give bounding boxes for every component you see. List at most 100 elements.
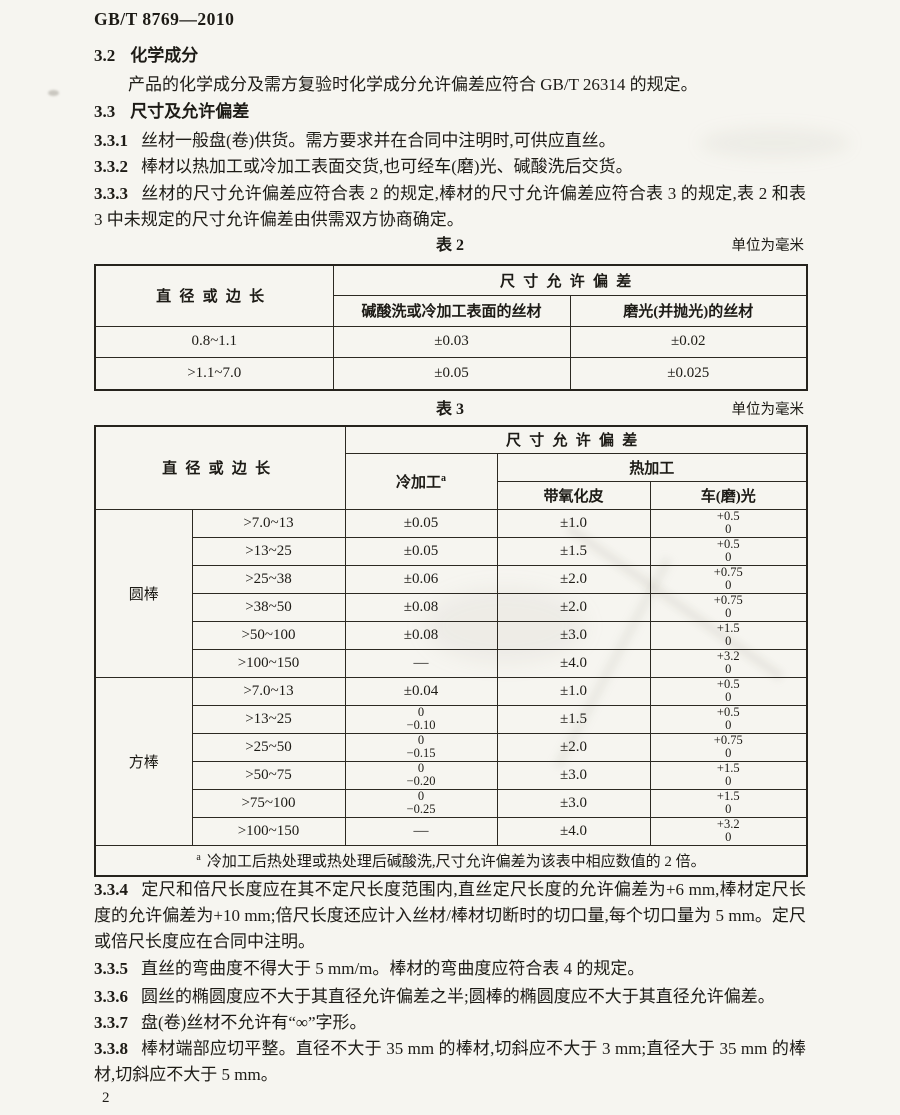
table-cell-value: ±0.02 [569, 325, 808, 358]
table-cell-turned: +0.75 0 [649, 732, 808, 762]
header-label: 冷加工 [396, 474, 442, 491]
table-cell-turned: +3.2 0 [649, 816, 808, 846]
paragraph-3-2: 产品的化学成分及需方复验时化学成分允许偏差应符合 GB/T 26314 的规定。 [128, 75, 698, 94]
table-cell-header: 磨光(并抛光)的丝材 [569, 294, 808, 327]
tolerance-upper: +0.75 [713, 593, 743, 607]
table-cell-header-oxide: 带氧化皮 [496, 480, 651, 510]
table-row: 碱酸洗或冷加工表面的丝材 磨光(并抛光)的丝材 [95, 294, 808, 327]
table-cell-group-square-bar: 方棒 [94, 676, 193, 846]
table-cell-turned: +0.5 0 [649, 676, 808, 706]
tolerance-upper: 0 [417, 761, 425, 775]
table-row: >13~25 0 −0.10 ±1.5 +0.5 0 [95, 704, 808, 734]
table-row: 直径或边长 尺寸允许偏差 [94, 425, 808, 510]
table-cell-cold: 0 −0.10 [344, 704, 498, 734]
tolerance-upper: +0.5 [716, 509, 740, 523]
footnote-text: 冷加工后热处理或热处理后碱酸洗,尺寸允许偏差为该表中相应数值的 2 倍。 [206, 853, 706, 870]
table-cell-oxide: ±1.5 [496, 704, 651, 734]
tolerance-lower: −0.25 [406, 802, 436, 816]
table-cell-header-tol: 尺寸允许偏差 [332, 264, 808, 296]
tolerance-upper: +3.2 [716, 817, 740, 831]
tolerance-lower: 0 [725, 578, 732, 592]
table-cell-header-dim: 直径或边长 [94, 264, 334, 327]
tolerance-lower: 0 [725, 662, 732, 676]
table-cell-turned: +0.5 0 [649, 508, 808, 538]
table-row: >50~100 ±0.08 ±3.0 +1.5 0 [95, 620, 808, 650]
table-cell-range: >25~50 [191, 732, 346, 762]
scan-smudge [48, 90, 59, 96]
table-cell-oxide: ±2.0 [496, 592, 651, 622]
clause-text: 丝材一般盘(卷)供货。需方要求并在合同中注明时,可供应直丝。 [141, 131, 616, 150]
section-title: 化学成分 [130, 46, 199, 65]
table-cell-turned: +1.5 0 [649, 760, 808, 790]
table-cell-range: >50~100 [191, 620, 346, 650]
tolerance-upper: 0 [417, 733, 425, 747]
tolerance-upper: +1.5 [716, 621, 740, 635]
table-cell-header-cold: 冷加工a [344, 452, 498, 510]
table-cell-turned: +0.5 0 [649, 536, 808, 566]
table-row: 带氧化皮 车(磨)光 [95, 480, 808, 510]
table-2-unit-label: 单位为毫米 [731, 238, 805, 254]
clause-number: 3.3.7 [94, 1013, 128, 1032]
table-cell-header: 碱酸洗或冷加工表面的丝材 [332, 294, 571, 327]
table-cell-range: >100~150 [191, 816, 346, 846]
clause-text: 盘(卷)丝材不允许有“∞”字形。 [141, 1013, 367, 1032]
tolerance-upper: +1.5 [716, 789, 740, 803]
clause-text: 棒材以热加工或冷加工表面交货,也可经车(磨)光、碱酸洗后交货。 [141, 157, 633, 176]
clause-text: 丝材的尺寸允许偏差应符合表 2 的规定,棒材的尺寸允许偏差应符合表 3 的规定,… [94, 184, 806, 229]
tolerance-lower: −0.10 [406, 718, 436, 732]
table-cell-oxide: ±2.0 [496, 732, 651, 762]
table-cell-range: >13~25 [191, 536, 346, 566]
tolerance-upper: +0.75 [713, 565, 743, 579]
table-cell-range: >7.0~13 [191, 508, 346, 538]
table-cell-oxide: ±4.0 [496, 816, 651, 846]
table-cell-turned: +0.75 0 [649, 592, 808, 622]
table-cell-range: 0.8~1.1 [94, 325, 334, 358]
clause-3-3-7: 3.3.7 盘(卷)丝材不允许有“∞”字形。 [94, 1010, 806, 1036]
table-cell-oxide: ±2.0 [496, 564, 651, 594]
table-cell-cold: 0 −0.20 [344, 760, 498, 790]
tolerance-lower: 0 [725, 774, 732, 788]
table-cell-range: >50~75 [191, 760, 346, 790]
page-number: 2 [102, 1090, 110, 1106]
tolerance-upper: +0.5 [716, 677, 740, 691]
section-heading-3-3: 3.3 尺寸及允许偏差 [94, 99, 806, 125]
footnote-marker: a [441, 472, 447, 484]
clause-number: 3.3.3 [94, 184, 128, 203]
table-cell-cold: ±0.08 [344, 592, 498, 622]
clause-number: 3.2 [94, 46, 116, 65]
clause-number: 3.3 [94, 102, 116, 121]
table-cell-cold: ±0.08 [344, 620, 498, 650]
table-row: 方棒 >7.0~13 ±0.04 ±1.0 +0.5 0 [94, 676, 808, 846]
table-cell-group-round-bar: 圆棒 [94, 508, 193, 678]
section-title: 尺寸及允许偏差 [130, 102, 250, 121]
clause-number: 3.3.5 [94, 959, 128, 978]
table-3-caption: 表 3 [435, 401, 464, 418]
tolerance-upper: +0.75 [713, 733, 743, 747]
tolerance-lower: 0 [725, 802, 732, 816]
tolerance-lower: −0.20 [406, 774, 436, 788]
table-cell-header-turned: 车(磨)光 [649, 480, 808, 510]
tolerance-lower: −0.15 [406, 746, 436, 760]
table-cell-cold: ±0.05 [344, 536, 498, 566]
tolerance-lower: 0 [725, 606, 732, 620]
table-cell-oxide: ±3.0 [496, 620, 651, 650]
clause-number: 3.3.4 [94, 880, 128, 899]
tolerance-upper: +0.5 [716, 705, 740, 719]
tolerance-lower: 0 [725, 718, 732, 732]
table-3-caption-row: 表 3 单位为毫米 [94, 397, 806, 423]
table-cell-turned: +0.5 0 [649, 704, 808, 734]
table-row: 圆棒 >7.0~13 ±0.05 ±1.0 +0.5 0 [94, 508, 808, 678]
tolerance-upper: 0 [417, 789, 425, 803]
clause-3-3-6: 3.3.6 圆丝的椭圆度应不大于其直径允许偏差之半;圆棒的椭圆度应不大于其直径允许… [94, 984, 806, 1010]
table-cell-range: >1.1~7.0 [94, 356, 334, 391]
table-cell-range: >38~50 [191, 592, 346, 622]
table-row: >1.1~7.0 ±0.05 ±0.025 [94, 356, 808, 391]
tolerance-lower: 0 [725, 830, 732, 844]
clause-number: 3.3.1 [94, 131, 128, 150]
table-row: >50~75 0 −0.20 ±3.0 +1.5 0 [95, 760, 808, 790]
table-cell-value: ±0.05 [332, 356, 571, 391]
table-cell-cold: — [344, 648, 498, 678]
table-row: >38~50 ±0.08 ±2.0 +0.75 0 [95, 592, 808, 622]
clause-3-3-5: 3.3.5 直丝的弯曲度不得大于 5 mm/m。棒材的弯曲度应符合表 4 的规定。 [94, 956, 806, 982]
table-cell-oxide: ±1.0 [496, 676, 651, 706]
